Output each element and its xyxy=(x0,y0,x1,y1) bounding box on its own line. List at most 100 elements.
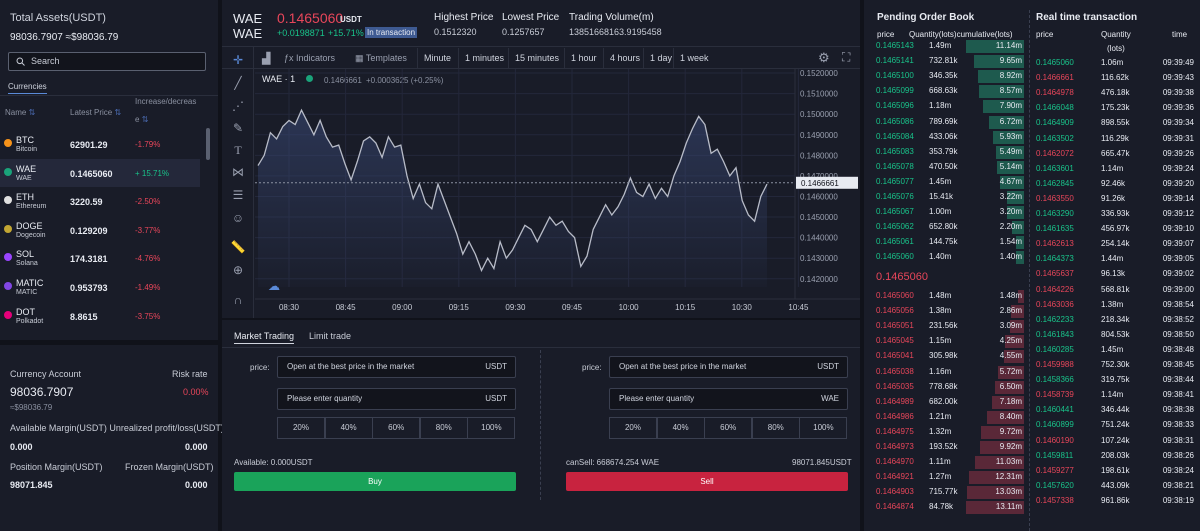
bid-cum: 8.57m xyxy=(999,86,1022,96)
x-tick-label: 09:00 xyxy=(392,303,413,312)
tab-limit-trade[interactable]: Limit trade xyxy=(309,331,352,341)
ask-price: 0.1465035 xyxy=(876,381,914,391)
bid-qty: 652.80k xyxy=(929,222,958,232)
ask-price: 0.1464973 xyxy=(876,442,914,451)
sell-quantity-field[interactable]: Please enter quantity WAE xyxy=(609,388,848,410)
coin-row[interactable]: DOT Polkadot 8.8615 -3.75% xyxy=(0,302,200,330)
coin-row[interactable]: MATIC MATIC 0.953793 -1.49% xyxy=(0,273,200,301)
timeframe-3[interactable]: 1 hour xyxy=(564,48,603,68)
coin-row[interactable]: BTC Bitcoin 62901.29 -1.79% xyxy=(0,130,200,158)
ask-qty: 1.15m xyxy=(929,336,952,346)
bid-qty: 1.18m xyxy=(929,101,952,111)
search-input[interactable]: Search xyxy=(8,52,206,71)
col-latest-price[interactable]: Latest Price ⇅ xyxy=(70,108,122,117)
col-name[interactable]: Name ⇅ xyxy=(5,108,36,117)
percent-button[interactable]: 100% xyxy=(799,417,848,439)
y-tick-label: 0.1470000 xyxy=(800,172,838,181)
ask-row: 0.1464970 1.11m 11.03m xyxy=(874,455,1024,470)
timeframe-4[interactable]: 4 hours xyxy=(603,48,646,68)
bid-cum: 9.65m xyxy=(999,56,1022,66)
trade-qty: 1.06m xyxy=(1101,58,1124,67)
settings-gear-icon[interactable]: ⚙ xyxy=(818,50,830,65)
coin-row[interactable]: WAE WAE 0.1465060 + 15.71% xyxy=(0,158,200,187)
templates-button[interactable]: ▦ Templates xyxy=(355,53,407,63)
y-tick-label: 0.1480000 xyxy=(800,151,838,160)
depth-bar xyxy=(989,115,1024,129)
indicators-button[interactable]: ƒx Indicators xyxy=(284,53,336,63)
tab-currencies[interactable]: Currencies xyxy=(8,82,47,94)
sell-price-field[interactable]: Open at the best price in the market USDT xyxy=(609,356,848,378)
tab-market-trading[interactable]: Market Trading xyxy=(234,331,295,344)
coin-icon xyxy=(4,253,12,262)
bid-price: 0.1465061 xyxy=(876,237,914,247)
pattern-icon[interactable]: ⋈ xyxy=(232,165,244,179)
crosshair-icon[interactable]: ✛ xyxy=(232,53,244,67)
trade-row: 0.1459811 208.03k 09:38:26 xyxy=(1036,449,1194,464)
emoji-icon[interactable]: ☺ xyxy=(231,211,245,225)
trade-row: 0.1457620 443.09k 09:38:21 xyxy=(1036,479,1194,494)
bid-cum: 7.90m xyxy=(999,101,1022,111)
ask-cum: 5.72m xyxy=(999,366,1022,376)
ask-cum: 3.09m xyxy=(999,321,1022,331)
ask-row: 0.1465060 1.48m 1.48m xyxy=(874,289,1024,304)
percent-button[interactable]: 80% xyxy=(419,417,468,439)
coin-row[interactable]: SOL Solana 174.3181 -4.76% xyxy=(0,244,200,272)
scrollbar[interactable] xyxy=(206,128,210,160)
text-icon[interactable]: T xyxy=(234,143,242,157)
account-value: 98036.7907 xyxy=(10,385,74,399)
percent-button[interactable]: 40% xyxy=(324,417,373,439)
indicators-icon: ƒx xyxy=(284,53,294,63)
trade-row: 0.1464226 568.81k 09:39:00 xyxy=(1036,283,1194,298)
coin-row[interactable]: DOGE Dogecoin 0.129209 -3.77% xyxy=(0,216,200,244)
timeframe-1[interactable]: 1 minutes xyxy=(458,48,510,68)
trade-time: 09:39:26 xyxy=(1162,148,1194,158)
percent-button[interactable]: 60% xyxy=(704,417,753,439)
ruler-icon[interactable]: 📏 xyxy=(230,240,246,254)
percent-button[interactable]: 60% xyxy=(372,417,421,439)
price-chart[interactable]: 0.1520000 0.1510000 0.1500000 0.1490000 0.14… xyxy=(255,69,860,318)
brush-icon[interactable]: ✎ xyxy=(232,121,244,135)
trade-time: 09:39:10 xyxy=(1162,224,1194,234)
trade-row: 0.1463290 336.93k 09:39:12 xyxy=(1036,207,1194,222)
magnet-icon[interactable]: ∩ xyxy=(233,293,243,307)
fullscreen-icon[interactable]: ⛶ xyxy=(842,50,851,64)
percent-button[interactable]: 20% xyxy=(277,417,325,439)
trade-time: 09:39:24 xyxy=(1162,163,1194,173)
buy-price-field[interactable]: Open at the best price in the market USDT xyxy=(277,356,516,378)
timeframe-0[interactable]: Minute xyxy=(417,48,457,68)
ask-price: 0.1465038 xyxy=(876,366,914,376)
position-margin-label: Position Margin(USDT) xyxy=(10,462,103,472)
trade-price: 0.1464226 xyxy=(1036,284,1074,294)
measure-icon[interactable]: ☰ xyxy=(232,188,244,202)
sell-button[interactable]: Sell xyxy=(566,472,848,491)
bid-cum: 3.20m xyxy=(999,207,1022,217)
coin-row[interactable]: ETH Ethereum 3220.59 -2.50% xyxy=(0,187,200,215)
percent-button[interactable]: 40% xyxy=(656,417,705,439)
ask-cum: 6.50m xyxy=(999,381,1022,391)
high-value: 0.1512320 xyxy=(434,27,477,37)
bid-price: 0.1465096 xyxy=(876,101,914,111)
percent-button[interactable]: 100% xyxy=(467,417,516,439)
buy-quantity-field[interactable]: Please enter quantity USDT xyxy=(277,388,516,410)
sort-icon: ⇅ xyxy=(28,108,36,117)
buy-button[interactable]: Buy xyxy=(234,472,516,491)
last-price-tag xyxy=(796,176,858,189)
bid-cum: 11.14m xyxy=(995,41,1022,50)
total-assets-value: 98036.7907 ≈$98036.79 xyxy=(10,32,119,43)
ask-cum: 13.11m xyxy=(995,502,1022,512)
chart-type-icon[interactable]: ▟ xyxy=(262,53,271,65)
coin-name: Ethereum xyxy=(16,203,47,211)
depth-bar xyxy=(1016,251,1024,265)
percent-button[interactable]: 20% xyxy=(609,417,657,439)
timeframe-6[interactable]: 1 week xyxy=(673,48,715,68)
trade-row: 0.1464978 476.18k 09:39:38 xyxy=(1036,86,1194,101)
timeframe-5[interactable]: 1 day xyxy=(643,48,678,68)
trend-line-icon[interactable]: ╱ xyxy=(234,76,242,90)
timeframe-2[interactable]: 15 minutes xyxy=(508,48,565,68)
trade-time: 09:39:38 xyxy=(1162,88,1194,98)
depth-bar xyxy=(1003,350,1024,364)
fib-icon[interactable]: ⋰ xyxy=(232,99,244,113)
trade-time: 09:39:43 xyxy=(1162,73,1194,83)
zoom-icon[interactable]: ⊕ xyxy=(232,263,244,277)
percent-button[interactable]: 80% xyxy=(751,417,800,439)
